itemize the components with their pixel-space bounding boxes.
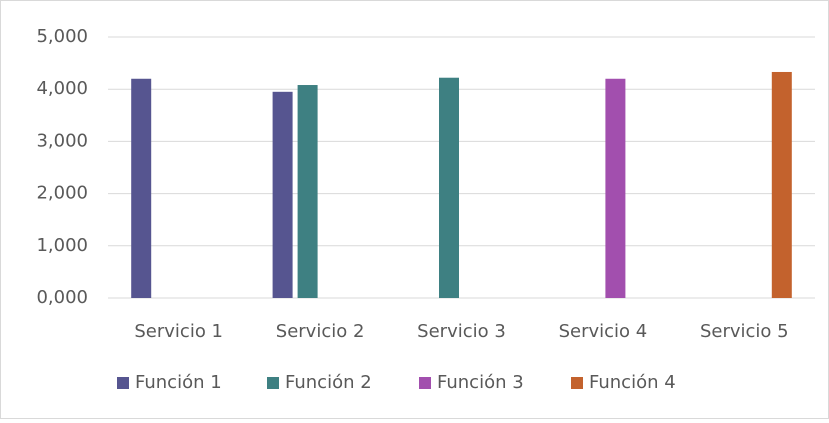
- y-tick-label: 2,000: [36, 183, 88, 204]
- y-tick-label: 5,000: [36, 26, 88, 47]
- bar: [297, 85, 318, 298]
- bar: [605, 78, 626, 298]
- x-tick-label: Servicio 5: [700, 321, 789, 342]
- x-tick-label: Servicio 4: [559, 321, 648, 342]
- y-tick-label: 1,000: [36, 235, 88, 256]
- legend-swatch: [267, 377, 279, 389]
- legend-label: Función 4: [589, 372, 676, 393]
- x-tick-label: Servicio 3: [417, 321, 506, 342]
- x-tick-label: Servicio 2: [276, 321, 365, 342]
- legend-label: Función 3: [437, 372, 524, 393]
- legend-swatch: [571, 377, 583, 389]
- bar: [272, 91, 293, 298]
- bar: [771, 71, 792, 298]
- y-tick-label: 0,000: [36, 287, 88, 308]
- y-tick-label: 3,000: [36, 130, 88, 151]
- legend-label: Función 1: [135, 372, 222, 393]
- x-tick-label: Servicio 1: [134, 321, 223, 342]
- y-tick-label: 4,000: [36, 78, 88, 99]
- legend-label: Función 2: [285, 372, 372, 393]
- bar: [439, 77, 459, 298]
- legend-swatch: [419, 377, 431, 389]
- legend-swatch: [117, 377, 129, 389]
- bar: [131, 78, 152, 298]
